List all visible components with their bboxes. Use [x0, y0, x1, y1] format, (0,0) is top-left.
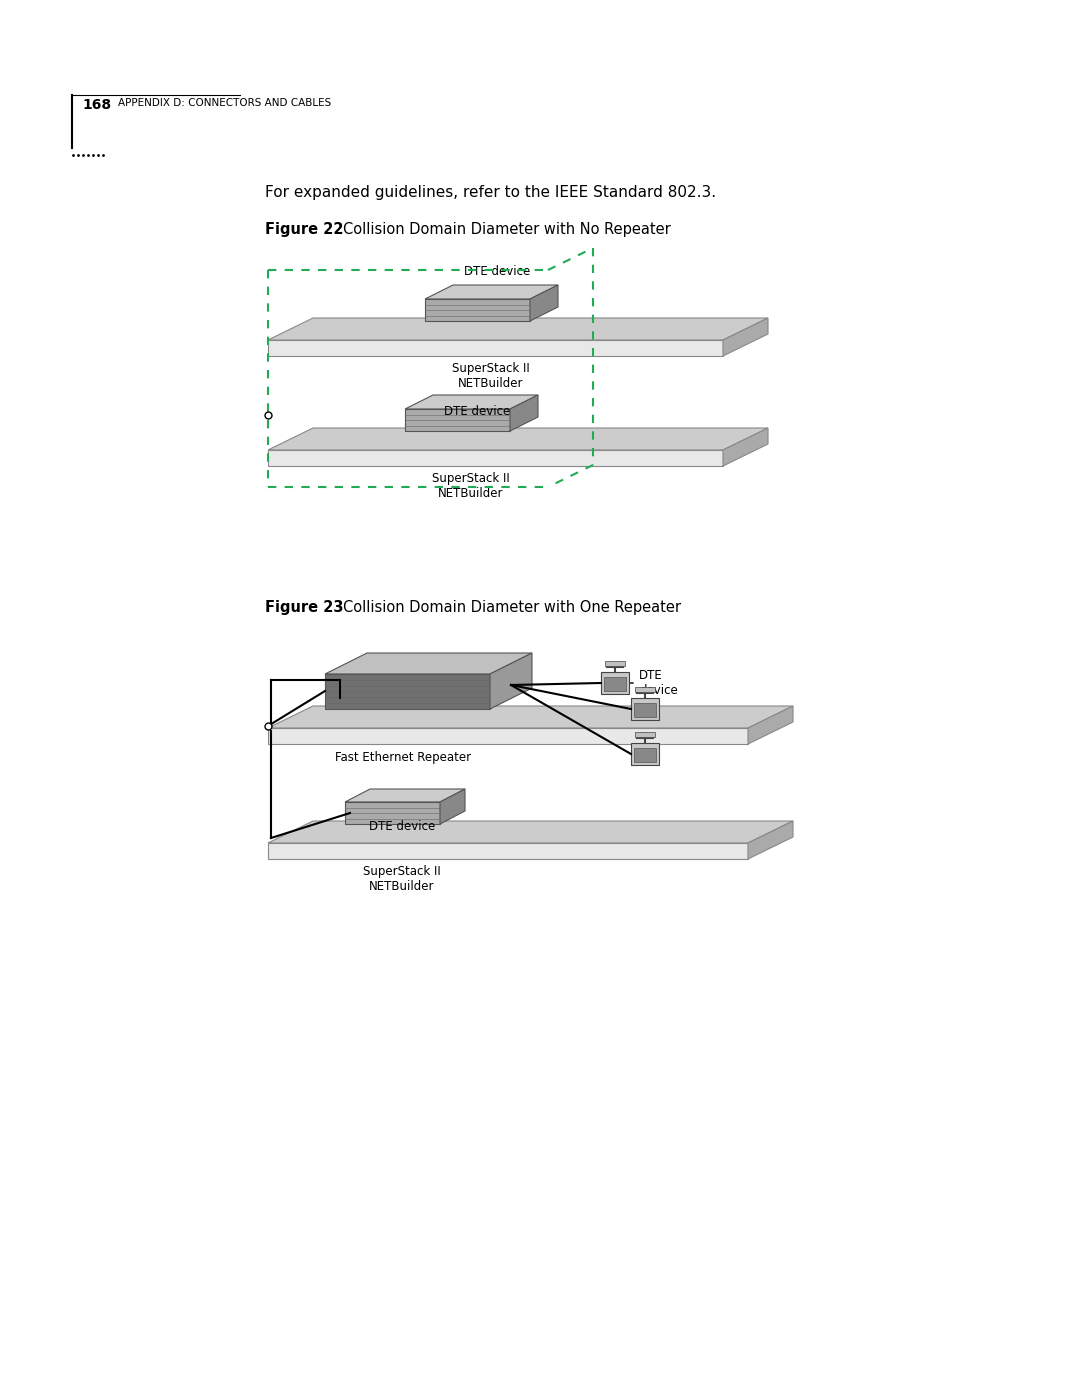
Bar [605, 661, 625, 666]
Polygon shape [490, 652, 532, 710]
Bar [634, 703, 656, 717]
Polygon shape [325, 673, 490, 710]
Polygon shape [723, 319, 768, 356]
Polygon shape [268, 842, 748, 859]
Polygon shape [405, 395, 538, 409]
Polygon shape [426, 299, 530, 321]
Text: Collision Domain Diameter with One Repeater: Collision Domain Diameter with One Repea… [343, 599, 681, 615]
Text: For expanded guidelines, refer to the IEEE Standard 802.3.: For expanded guidelines, refer to the IE… [265, 184, 716, 200]
Polygon shape [440, 789, 465, 824]
Polygon shape [748, 705, 793, 745]
Polygon shape [426, 285, 558, 299]
Text: APPENDIX D: CONNECTORS AND CABLES: APPENDIX D: CONNECTORS AND CABLES [118, 98, 332, 108]
Polygon shape [510, 395, 538, 432]
Polygon shape [268, 821, 793, 842]
Polygon shape [268, 319, 768, 339]
Text: SuperStack II
NETBuilder: SuperStack II NETBuilder [453, 362, 530, 390]
Text: 168: 168 [82, 98, 111, 112]
Bar [634, 747, 656, 761]
Text: Figure 22: Figure 22 [265, 222, 343, 237]
Polygon shape [268, 450, 723, 467]
Text: Collision Domain Diameter with No Repeater: Collision Domain Diameter with No Repeat… [343, 222, 671, 237]
Polygon shape [530, 285, 558, 321]
Polygon shape [268, 339, 723, 356]
Polygon shape [345, 789, 465, 802]
Text: DTE
device: DTE device [639, 669, 678, 697]
Bar [604, 678, 626, 692]
Polygon shape [405, 409, 510, 432]
Polygon shape [345, 802, 440, 824]
Bar [635, 732, 654, 738]
Polygon shape [268, 705, 793, 728]
Text: SuperStack II
NETBuilder: SuperStack II NETBuilder [432, 472, 510, 500]
Text: DTE device: DTE device [369, 820, 435, 833]
Text: Fast Ethernet Repeater: Fast Ethernet Repeater [335, 752, 471, 764]
Bar [600, 672, 629, 694]
Bar [631, 743, 659, 766]
Polygon shape [268, 427, 768, 450]
Text: DTE device: DTE device [444, 405, 510, 418]
Polygon shape [325, 652, 532, 673]
Text: DTE device: DTE device [464, 265, 530, 278]
Text: Figure 23: Figure 23 [265, 599, 343, 615]
Polygon shape [748, 821, 793, 859]
Polygon shape [268, 728, 748, 745]
Bar [631, 698, 659, 719]
Text: SuperStack II
NETBuilder: SuperStack II NETBuilder [363, 865, 441, 893]
Polygon shape [723, 427, 768, 467]
Bar [635, 687, 654, 692]
